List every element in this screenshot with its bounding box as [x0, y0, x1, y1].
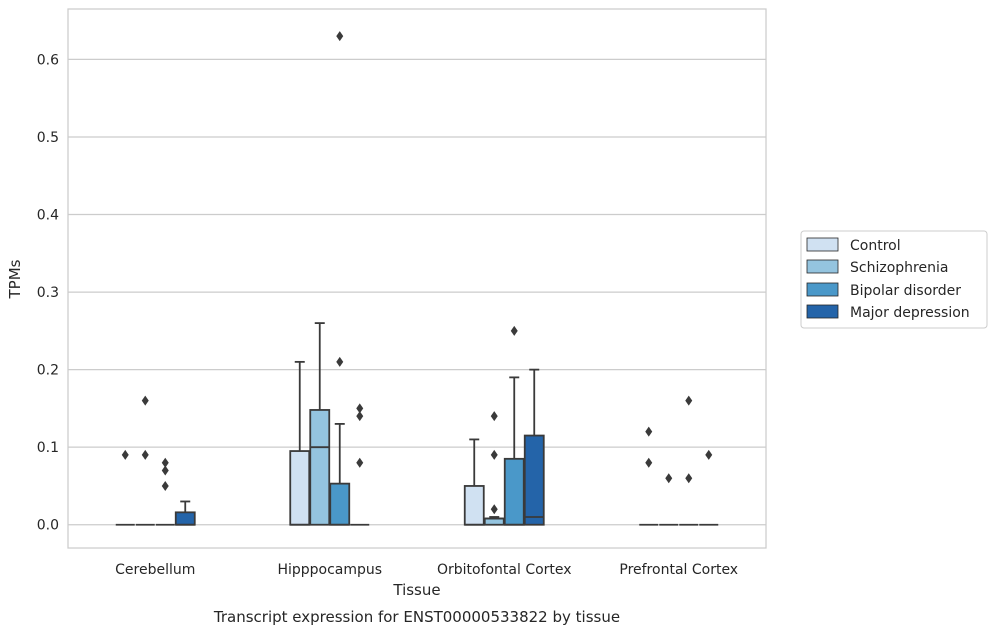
series-bipolar-disorder — [155, 31, 699, 526]
outlier-point — [141, 449, 149, 460]
x-axis-label: Tissue — [392, 581, 440, 599]
x-tick-labels: Cerebellum Hipppocampus Orbitofontal Corte… — [115, 562, 738, 578]
outlier-point — [490, 504, 498, 515]
y-tick-labels: 0.0 0.1 0.2 0.3 0.4 0.5 0.6 — [37, 52, 59, 533]
outlier-point — [356, 403, 364, 414]
outlier-point — [490, 411, 498, 422]
y-tick-label: 0.1 — [37, 440, 59, 456]
outlier-point — [161, 457, 169, 468]
box — [329, 482, 351, 526]
outlier-point — [685, 395, 693, 406]
legend-label-control: Control — [850, 238, 901, 254]
legend-label-schizophrenia: Schizophrenia — [850, 260, 948, 276]
legend-swatch-bipolar-disorder — [806, 282, 839, 297]
box — [483, 517, 505, 526]
legend-frame — [800, 230, 988, 329]
legend-swatch-control — [806, 237, 839, 252]
outlier-point — [121, 449, 129, 460]
box — [503, 457, 525, 526]
box — [289, 450, 311, 526]
outlier-point — [356, 411, 364, 422]
y-axis-label: TPMs — [6, 259, 24, 299]
outlier-point — [510, 325, 518, 336]
outlier-point — [356, 457, 364, 468]
grid-lines — [68, 58, 766, 526]
chart-caption: Transcript expression for ENST0000053382… — [213, 608, 620, 626]
y-tick-label: 0.0 — [37, 518, 59, 534]
legend-swatch-major-depression — [806, 304, 839, 319]
x-tick-label: Cerebellum — [115, 562, 195, 578]
legend-swatch-schizophrenia — [806, 259, 839, 274]
outlier-point — [336, 356, 344, 367]
legend-label-major-depression: Major depression — [850, 305, 970, 321]
boxes — [115, 31, 719, 526]
box — [523, 434, 545, 526]
y-tick-label: 0.6 — [37, 52, 59, 68]
outlier-point — [490, 449, 498, 460]
y-tick-label: 0.4 — [37, 208, 59, 224]
series-schizophrenia — [135, 322, 679, 526]
box — [309, 409, 331, 526]
box — [174, 511, 196, 526]
x-tick-label: Hipppocampus — [277, 562, 382, 578]
y-tick-label: 0.5 — [37, 130, 59, 146]
series-control — [115, 360, 659, 526]
y-tick-label: 0.3 — [37, 285, 59, 301]
outlier-point — [665, 473, 673, 484]
box — [463, 485, 485, 526]
outlier-point — [705, 449, 713, 460]
outlier-point — [161, 480, 169, 491]
series-major-depression — [174, 368, 719, 526]
legend: Control Schizophrenia Bipolar disorder M… — [800, 230, 988, 329]
x-tick-label: Orbitofontal Cortex — [437, 562, 572, 578]
x-tick-label: Prefrontal Cortex — [619, 562, 738, 578]
legend-label-bipolar-disorder: Bipolar disorder — [850, 283, 961, 299]
outlier-point — [141, 395, 149, 406]
outlier-point — [645, 457, 653, 468]
outlier-point — [336, 31, 344, 42]
outlier-point — [645, 426, 653, 437]
y-tick-label: 0.2 — [37, 363, 59, 379]
outlier-point — [685, 473, 693, 484]
plot-frame — [67, 8, 767, 549]
outlier-point — [161, 465, 169, 476]
